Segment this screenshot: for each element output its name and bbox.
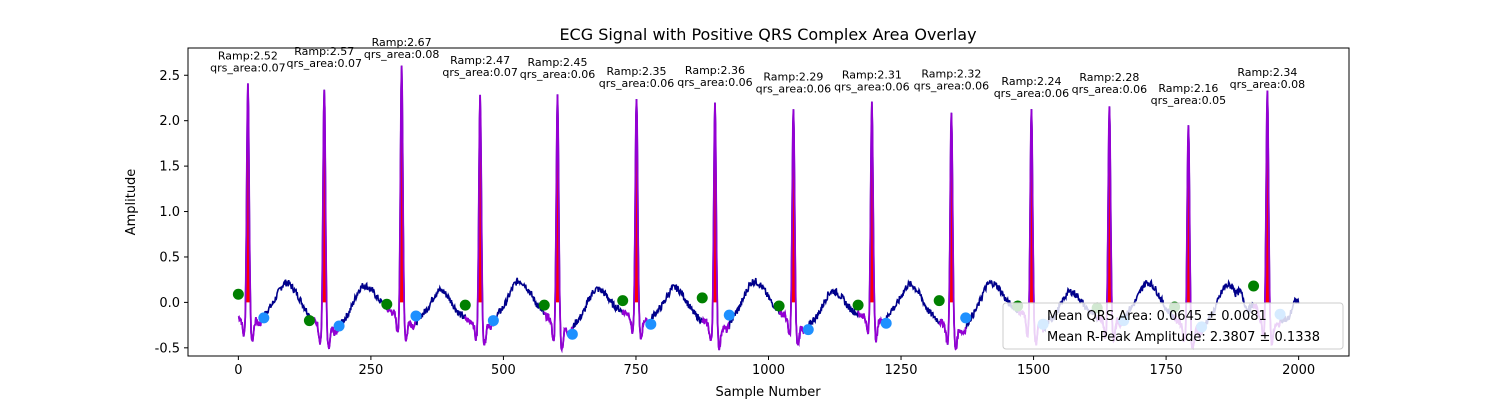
x-tick-label: 0 xyxy=(234,363,242,378)
r-peak-annotation: Ramp:2.32 qrs_area:0.06 xyxy=(914,68,989,93)
qrs-offset-marker xyxy=(566,328,578,340)
r-peak-annotation: Ramp:2.24 qrs_area:0.06 xyxy=(994,75,1069,100)
y-tick-label: 1.0 xyxy=(159,205,180,220)
r-peak-annotation: Ramp:2.31 qrs_area:0.06 xyxy=(834,69,909,94)
qrs-complex-line xyxy=(701,102,731,351)
y-tick-label: 0.0 xyxy=(159,296,180,311)
qrs-onset-marker xyxy=(381,298,393,310)
qrs-onset-marker xyxy=(232,288,244,300)
qrs-area-fill xyxy=(1174,125,1202,303)
qrs-area-fill xyxy=(309,89,340,303)
x-tick-label: 250 xyxy=(358,363,383,378)
x-tick-label: 750 xyxy=(624,363,649,378)
qrs-onset-marker xyxy=(303,315,315,327)
legend: Mean QRS Area: 0.0645 ± 0.0081 Mean R-Pe… xyxy=(1002,302,1344,350)
y-tick-label: 2.0 xyxy=(159,114,180,129)
qrs-offset-marker xyxy=(487,315,499,327)
qrs-complex-line xyxy=(237,83,265,342)
qrs-area-fill xyxy=(238,83,264,303)
qrs-offset-marker xyxy=(410,310,422,322)
r-peak-annotation: Ramp:2.47 qrs_area:0.07 xyxy=(442,54,517,79)
qrs-complex-line xyxy=(621,99,652,340)
x-tick-label: 1000 xyxy=(752,363,785,378)
qrs-onset-marker xyxy=(696,292,708,304)
qrs-area-fill xyxy=(779,109,809,303)
r-peak-annotation: Ramp:2.52 qrs_area:0.07 xyxy=(210,49,285,74)
y-tick-label: 2.5 xyxy=(159,69,180,84)
qrs-complex-line xyxy=(543,94,574,354)
r-peak-annotation: Ramp:2.29 qrs_area:0.06 xyxy=(756,70,831,95)
legend-entry-mean-r-peak-amplitude: Mean R-Peak Amplitude: 2.3807 ± 0.1338 xyxy=(1047,330,1320,345)
x-axis-label: Sample Number xyxy=(715,385,821,400)
qrs-onset-marker xyxy=(773,300,785,312)
qrs-onset-marker xyxy=(459,299,471,311)
y-axis-label: Amplitude xyxy=(124,169,139,236)
qrs-onset-marker xyxy=(538,299,550,311)
r-peak-annotation: Ramp:2.28 qrs_area:0.06 xyxy=(1072,71,1147,96)
r-peak-annotation: Ramp:2.35 qrs_area:0.06 xyxy=(599,65,674,90)
y-tick-label: -0.5 xyxy=(155,341,180,356)
legend-entry-mean-qrs-area: Mean QRS Area: 0.0645 ± 0.0081 xyxy=(1047,309,1267,324)
qrs-offset-marker xyxy=(645,318,657,330)
qrs-offset-marker xyxy=(723,309,735,321)
qrs-complex-line xyxy=(778,109,810,348)
qrs-offset-marker xyxy=(960,312,972,324)
y-tick-label: 0.5 xyxy=(159,250,180,265)
qrs-offset-marker xyxy=(258,312,270,324)
qrs-onset-marker xyxy=(933,295,945,307)
x-tick-label: 2000 xyxy=(1282,363,1315,378)
qrs-area-fill xyxy=(386,65,416,303)
x-tick-label: 1750 xyxy=(1150,363,1183,378)
x-tick-label: 1500 xyxy=(1017,363,1050,378)
qrs-offset-marker xyxy=(333,320,345,332)
y-tick-label: 1.5 xyxy=(159,160,180,175)
qrs-offset-marker xyxy=(880,317,892,329)
axes: 0 250 500 750 1000 1250 1500 1750 2000 -0.5 0.0 0.5… xyxy=(155,69,1316,378)
qrs-complex-line xyxy=(308,89,340,350)
r-peak-annotation: Ramp:2.34 qrs_area:0.08 xyxy=(1230,66,1305,91)
r-peak-annotation: Ramp:2.36 qrs_area:0.06 xyxy=(677,64,752,89)
legend-box xyxy=(1002,302,1344,350)
chart-title: ECG Signal with Positive QRS Complex Are… xyxy=(559,25,976,44)
qrs-onset-marker xyxy=(1248,280,1260,292)
r-peak-annotation: Ramp:2.57 qrs_area:0.07 xyxy=(287,45,362,70)
x-tick-label: 1250 xyxy=(884,363,917,378)
qrs-area-fill xyxy=(622,99,651,303)
qrs-complex-line xyxy=(464,94,495,346)
qrs-offset-marker xyxy=(802,324,814,336)
r-peak-annotation: Ramp:2.16 qrs_area:0.05 xyxy=(1151,82,1226,107)
r-peak-annotation: Ramp:2.67 qrs_area:0.08 xyxy=(364,36,439,61)
qrs-onset-marker xyxy=(852,299,864,311)
qrs-complex-line xyxy=(938,112,967,351)
qrs-onset-marker xyxy=(617,295,629,307)
qrs-area-fill xyxy=(858,101,887,303)
x-tick-label: 500 xyxy=(491,363,516,378)
r-peak-annotation: Ramp:2.45 qrs_area:0.06 xyxy=(520,56,595,81)
qrs-complex-line xyxy=(386,65,417,342)
